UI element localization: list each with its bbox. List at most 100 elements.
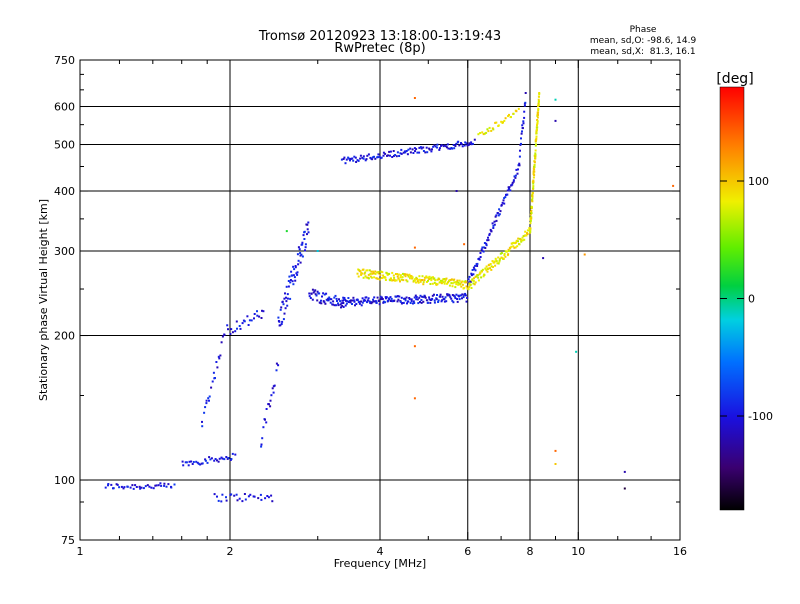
data-point-O [340, 302, 343, 305]
data-point-O [512, 180, 515, 183]
data-point-O [337, 302, 339, 305]
data-point-O [484, 247, 487, 249]
data-point-O [499, 210, 502, 213]
data-point-O [297, 263, 300, 266]
data-point-X [461, 280, 464, 283]
data-point-O [374, 157, 377, 160]
data-point-O [380, 156, 383, 159]
data-point-X [530, 206, 533, 209]
data-point-O [220, 341, 223, 344]
data-point-O [267, 496, 270, 499]
data-point-O [465, 300, 468, 303]
data-point-O [206, 461, 209, 464]
data-point-O [381, 298, 384, 300]
data-point-X [419, 280, 422, 283]
data-point-O [522, 122, 525, 125]
data-point-O [311, 298, 314, 301]
data-point-O [445, 300, 448, 303]
data-point-X [529, 213, 532, 216]
data-point-X [406, 280, 409, 283]
data-point-O [395, 155, 398, 158]
data-point-O [310, 292, 313, 295]
data-point-X [428, 275, 431, 278]
data-point-O [351, 299, 354, 302]
data-point-O [243, 493, 246, 495]
data-point-O [303, 230, 306, 233]
data-point-O [296, 253, 299, 256]
data-point-O [393, 154, 395, 157]
data-point-X [532, 187, 535, 190]
data-point-O [285, 296, 287, 299]
data-point-outlier [455, 190, 458, 192]
data-point-X [536, 116, 539, 119]
data-point-O [422, 296, 425, 299]
y-tick-label: 500 [54, 139, 75, 152]
data-point-O [409, 147, 412, 150]
data-point-X [443, 278, 446, 280]
data-point-X [477, 276, 480, 279]
data-point-O [295, 272, 298, 275]
data-point-O [372, 300, 375, 303]
data-point-O [378, 155, 381, 158]
data-point-O [248, 319, 251, 322]
data-point-X [456, 281, 458, 284]
data-point-outlier [285, 230, 288, 233]
x-axis: 1 2 4 6 8 10 16 [77, 60, 687, 558]
data-point-O [336, 300, 338, 302]
data-point-O [437, 299, 440, 302]
data-point-O [520, 137, 522, 140]
data-point-O [208, 456, 211, 459]
data-point-X [416, 278, 419, 281]
data-point-X [421, 275, 424, 278]
data-point-O [218, 357, 221, 360]
data-point-X [374, 272, 377, 275]
data-point-O [253, 495, 256, 498]
data-point-O [280, 323, 283, 325]
data-point-O [511, 181, 514, 184]
data-point-X [363, 272, 366, 275]
data-point-X [529, 227, 532, 230]
data-point-O [304, 246, 307, 249]
data-point-O [238, 325, 241, 327]
data-point-O [236, 499, 239, 502]
data-point-O [520, 132, 523, 135]
data-point-X [494, 121, 497, 124]
data-point-O [322, 300, 325, 303]
data-point-O [389, 300, 392, 302]
y-tick-label: 600 [54, 101, 75, 114]
data-point-O [441, 299, 444, 302]
data-point-O [371, 301, 374, 304]
data-point-O [212, 371, 215, 374]
data-point-X [470, 287, 473, 289]
data-point-O [470, 274, 473, 277]
data-point-O [451, 294, 454, 296]
data-point-X [391, 279, 393, 282]
data-point-O [264, 418, 266, 421]
data-point-X [380, 270, 383, 273]
data-point-X [384, 276, 387, 279]
data-point-X [381, 271, 384, 274]
data-point-O [380, 298, 383, 301]
data-point-X [395, 279, 398, 282]
data-point-O [355, 303, 358, 305]
data-point-X [366, 269, 369, 272]
data-point-X [510, 245, 513, 248]
data-point-O [157, 484, 160, 487]
data-point-O [496, 212, 499, 214]
data-point-X [424, 276, 427, 279]
data-point-O [419, 294, 422, 297]
data-point-X [510, 116, 512, 119]
data-point-O [110, 483, 113, 486]
data-point-O [351, 303, 353, 305]
data-point-X [445, 277, 448, 280]
data-point-O [488, 234, 491, 237]
data-point-X [455, 283, 458, 286]
data-point-O [400, 296, 403, 299]
data-point-X [436, 283, 439, 286]
data-point-O [471, 269, 474, 271]
data-point-O [244, 498, 247, 501]
data-point-X [360, 273, 363, 276]
data-point-O [523, 116, 526, 119]
data-point-O [285, 300, 288, 303]
data-point-X [430, 279, 433, 282]
